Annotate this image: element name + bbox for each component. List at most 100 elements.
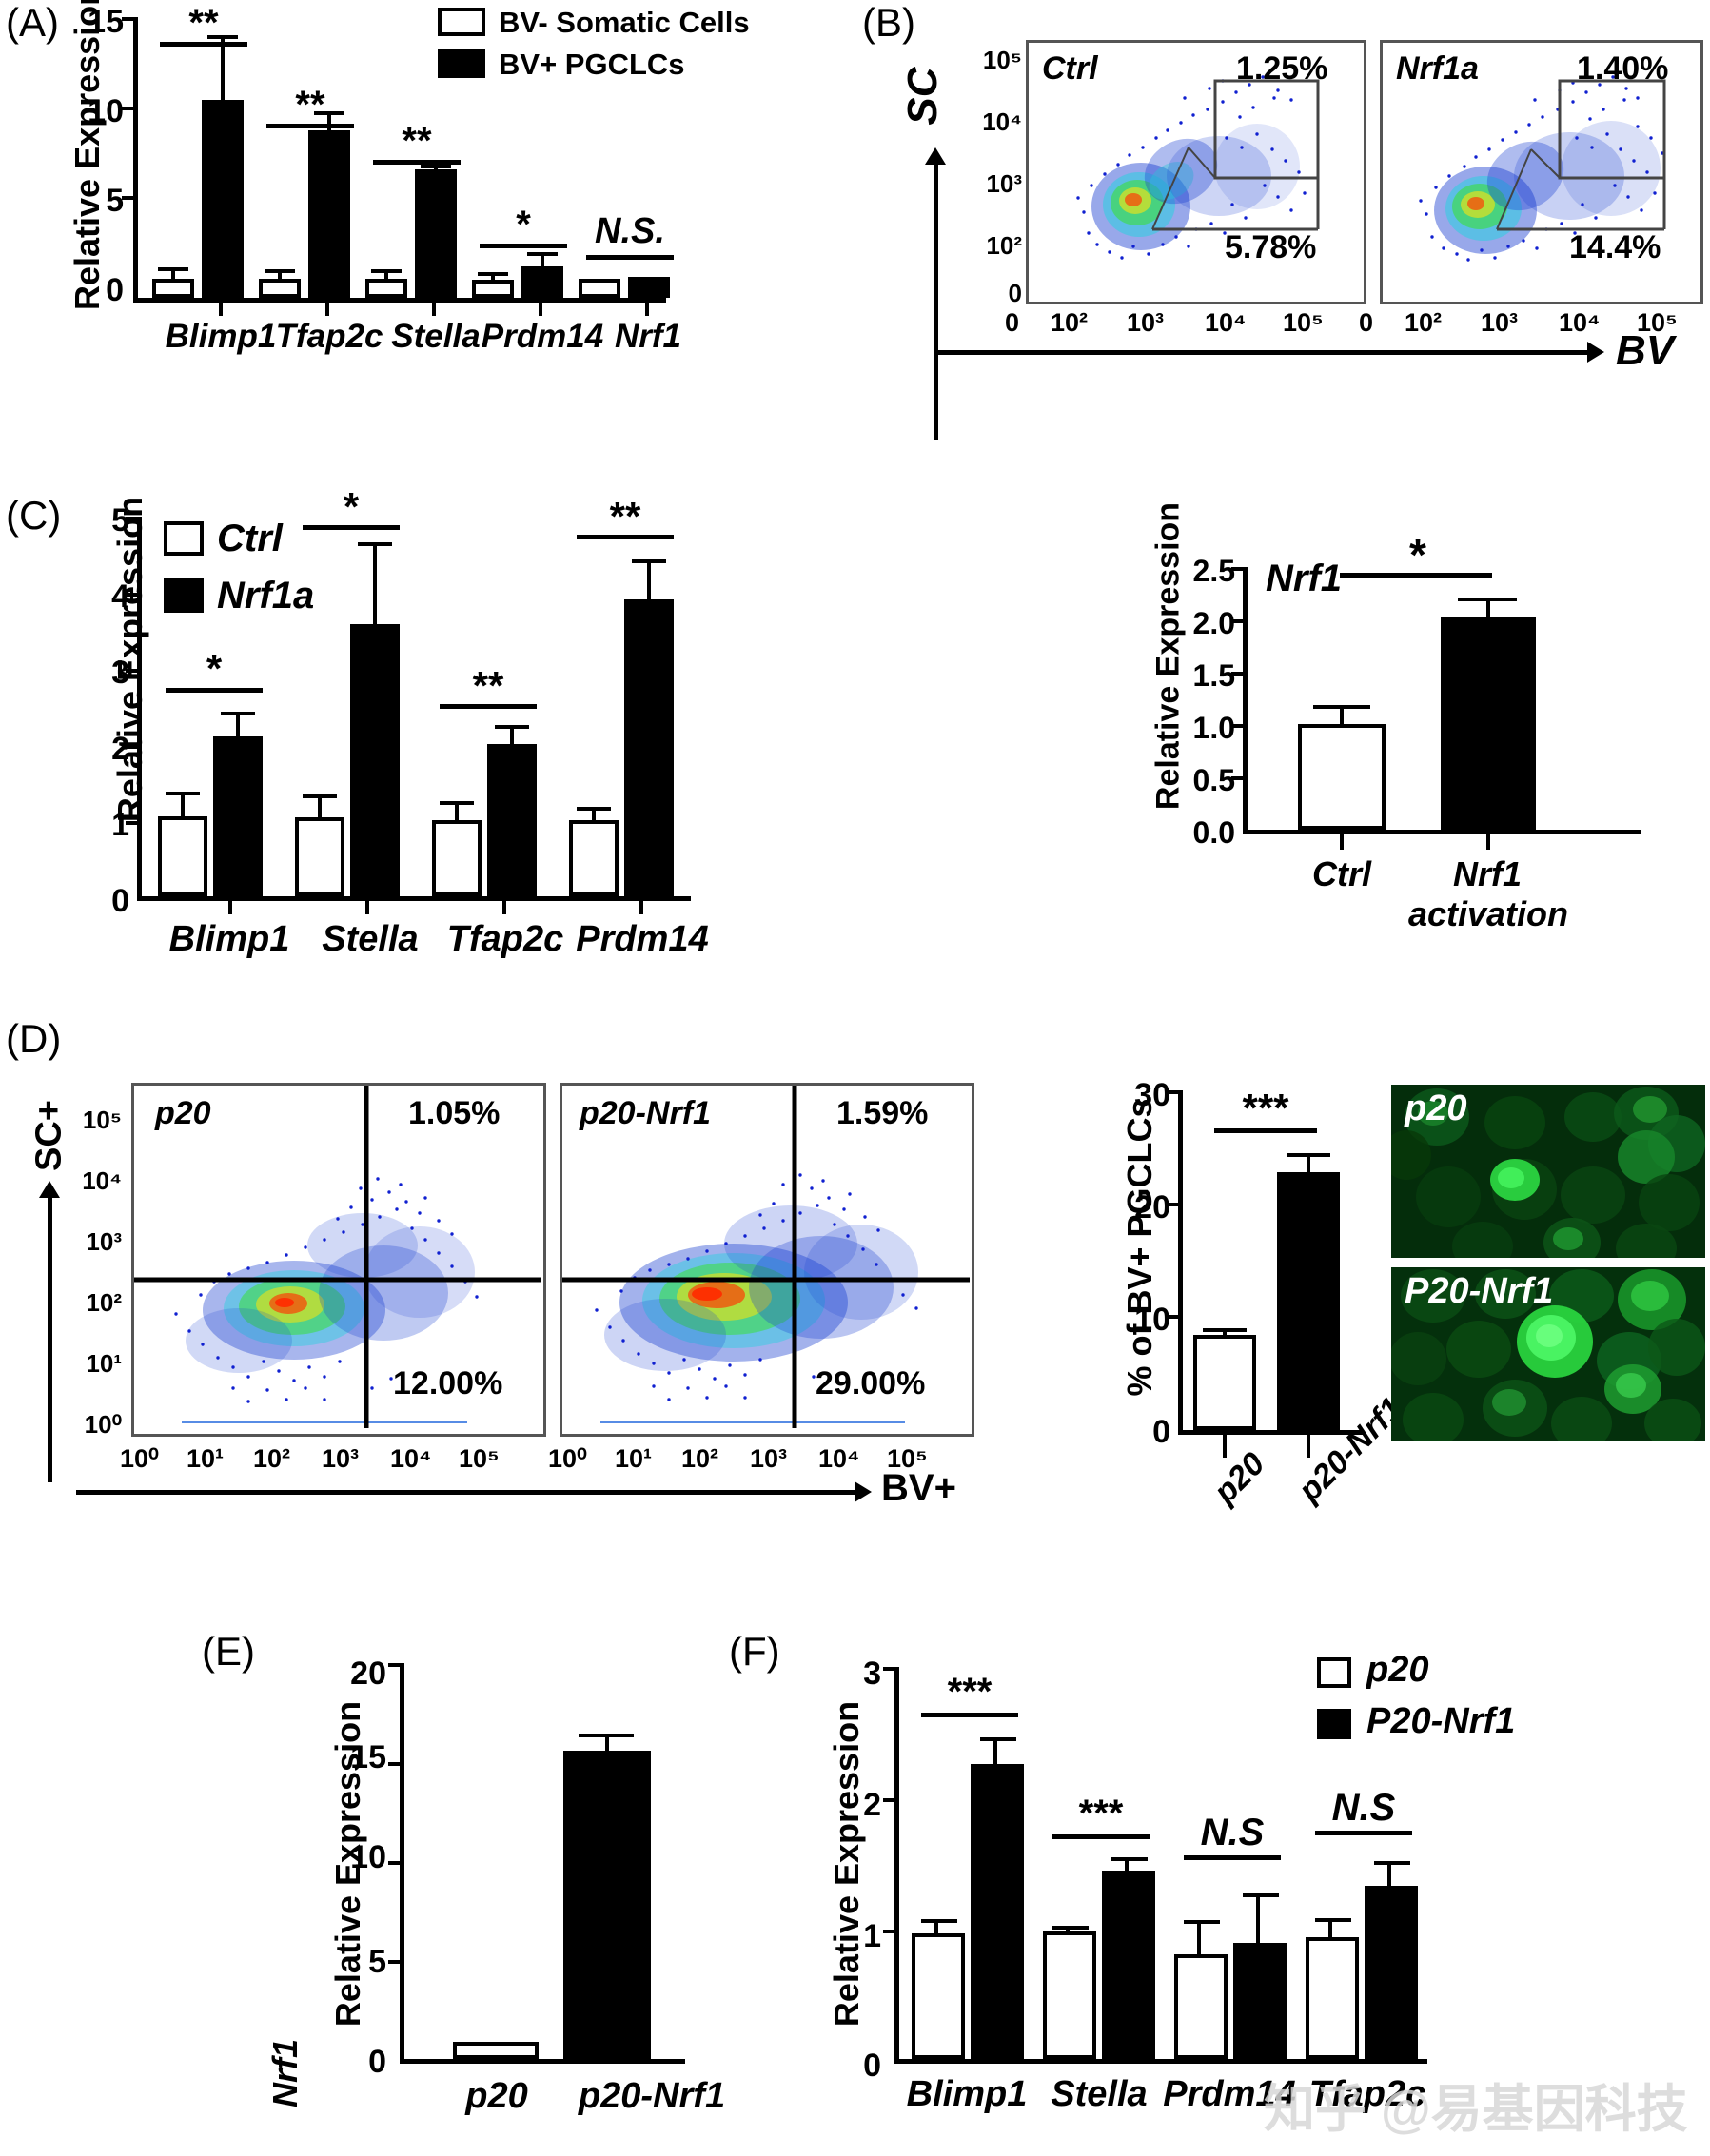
flow-plot-p20[interactable]: p20 1.05% 12.00% (131, 1083, 546, 1437)
panel-f-ytick-2: 2 (863, 1787, 881, 1823)
micrograph-p20-nrf1-image (1391, 1267, 1705, 1441)
errorbar (373, 542, 377, 626)
panel-b-letter: (B) (862, 0, 915, 45)
panel-b-xtick-3a: 10⁴ (1205, 308, 1247, 337)
panel-f-category-3: Tfap2c (1308, 2074, 1426, 2114)
significance-label: ** (609, 494, 641, 539)
errorbar (384, 269, 388, 281)
panel-c-xtick (365, 901, 369, 914)
flow-plot-label-nrf1a: Nrf1a (1396, 50, 1479, 87)
panel-d-ytick-2: 10² (86, 1288, 122, 1317)
significance-line (160, 42, 247, 47)
panel-d-bar-x-axis (1178, 1430, 1363, 1435)
flow-lr-pct-p20-nrf1: 29.00% (816, 1365, 926, 1401)
panel-d-xtick-1a: 10¹ (187, 1444, 225, 1473)
errorbar (1197, 1920, 1201, 1958)
panel-c-category-3: Prdm14 (576, 919, 709, 959)
panel-d-y-arrow (48, 1197, 52, 1482)
significance-label: N.S (1331, 1787, 1396, 1829)
panel-a-legend-swatch-solid (438, 49, 485, 78)
table-row (350, 624, 400, 896)
errorbar-cap (495, 725, 529, 729)
significance-line (166, 688, 263, 693)
panel-b-xtick-0a: 0 (1005, 308, 1020, 337)
significance-line (1214, 1128, 1317, 1133)
table-row (308, 130, 350, 298)
table-row (1365, 1886, 1418, 2059)
panel-b-y-arrow (934, 164, 938, 440)
table-row (259, 279, 301, 298)
panel-c-legend-swatch-open (164, 521, 204, 556)
significance-line (480, 244, 567, 248)
errorbar (934, 1919, 938, 1936)
table-row (1298, 724, 1386, 830)
panel-a-ytick-15: 15 (88, 4, 124, 40)
panel-a-xtick (539, 303, 542, 316)
panel-b-x-arrowhead (1587, 342, 1604, 363)
panel-d-bar-ytick-30: 30 (1134, 1077, 1170, 1113)
panel-f-category-2: Prdm14 (1163, 2074, 1296, 2114)
panel-d-letter: (D) (6, 1016, 62, 1061)
panel-e-ytick-15: 15 (350, 1739, 386, 1775)
errorbar (605, 1734, 609, 1754)
panel-c-xtick (639, 901, 643, 914)
table-row (521, 266, 563, 298)
panel-a-y-axis (133, 17, 138, 303)
panel-d-xtick-1b: 10¹ (615, 1444, 653, 1473)
panel-c-ytick-1: 1 (111, 807, 129, 843)
significance-line (303, 525, 400, 530)
errorbar (236, 712, 240, 740)
errorbar (1223, 1328, 1227, 1338)
table-row (1306, 1937, 1359, 2059)
panel-f-ytick-3: 3 (863, 1656, 881, 1692)
panel-d-x-axis-title: BV+ (881, 1467, 956, 1509)
errorbar-cap (1315, 1918, 1351, 1922)
panel-c-ytick-5: 5 (111, 502, 129, 539)
panel-c-ytick-0: 0 (111, 883, 129, 919)
panel-b-bar-category-0: Ctrl (1312, 854, 1371, 893)
panel-b-y-axis-title: SC (899, 67, 946, 126)
panel-a-category-0: Blimp1 (165, 318, 277, 355)
panel-b-x-arrow (934, 350, 1589, 355)
panel-a-category-1: Tfap2c (275, 318, 383, 355)
errorbar (171, 267, 175, 281)
significance-label: N.S. (595, 211, 665, 251)
panel-e-ytick-20: 20 (350, 1656, 386, 1692)
table-row (472, 280, 514, 298)
table-row (1193, 1335, 1256, 1430)
flow-plot-p20-nrf1[interactable]: p20-Nrf1 1.59% 29.00% (560, 1083, 974, 1437)
significance-line (373, 160, 461, 165)
panel-e-category-0: p20 (465, 2076, 528, 2116)
panel-a-xtick (432, 303, 436, 316)
errorbar-cap (440, 801, 474, 805)
panel-f-legend-swatch-open (1317, 1657, 1351, 1688)
errorbar (455, 801, 459, 824)
table-row (202, 100, 244, 298)
micrograph-p20-nrf1[interactable]: P20-Nrf1 (1391, 1267, 1705, 1441)
panel-a-category-3: Prdm14 (481, 318, 604, 355)
panel-d-ytick-5: 10⁵ (82, 1106, 122, 1134)
panel-a-tick-5 (122, 196, 135, 200)
flow-lower-pct-nrf1a: 14.4% (1569, 229, 1661, 265)
micrograph-p20[interactable]: p20 (1391, 1085, 1705, 1258)
panel-f-x-axis (894, 2059, 1427, 2064)
errorbar-cap (207, 35, 238, 39)
panel-f-legend-label-1: P20-Nrf1 (1366, 1701, 1516, 1741)
flow-plot-nrf1a[interactable]: Nrf1a 1.40% 14.4% (1380, 40, 1703, 304)
micrograph-p20-image (1391, 1085, 1705, 1258)
panel-a-ytick-5: 5 (106, 183, 124, 219)
errorbar-cap (1243, 1893, 1279, 1897)
panel-e-y-axis (400, 1663, 404, 2063)
flow-plot-ctrl[interactable]: Ctrl 1.25% 5.78% (1026, 40, 1366, 304)
errorbar-cap (358, 542, 392, 546)
panel-c-tick (126, 517, 139, 520)
panel-d-x-arrow (76, 1490, 856, 1495)
panel-c-tick (126, 745, 139, 749)
errorbar-cap (158, 267, 188, 271)
panel-e-tick (388, 1960, 402, 1964)
panel-a-ytick-10: 10 (88, 93, 124, 129)
errorbar (510, 725, 514, 748)
flow-gate-pct-ctrl: 1.25% (1236, 50, 1328, 87)
panel-f-legend-swatch-solid (1317, 1709, 1351, 1739)
errorbar (278, 269, 282, 281)
